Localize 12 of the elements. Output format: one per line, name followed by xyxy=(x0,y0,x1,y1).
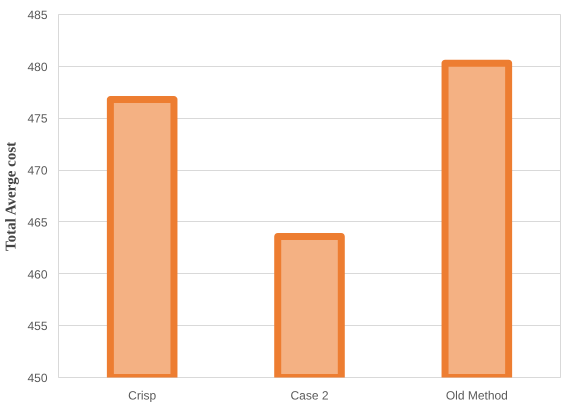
y-tick-label: 460 xyxy=(27,267,48,282)
x-tick-label: Old Method xyxy=(446,388,508,402)
y-tick-label: 470 xyxy=(27,164,48,178)
y-axis-title: Total Averge cost xyxy=(3,142,20,251)
y-tick-label: 450 xyxy=(27,371,48,385)
y-tick-label: 455 xyxy=(27,319,48,334)
y-tick-label: 465 xyxy=(27,215,48,230)
y-tick-label: 475 xyxy=(27,112,48,126)
x-tick-label: Case 2 xyxy=(290,388,329,402)
x-tick-label: Crisp xyxy=(128,388,156,402)
y-tick-label: 480 xyxy=(27,60,48,74)
y-tick-label: 485 xyxy=(27,8,48,22)
